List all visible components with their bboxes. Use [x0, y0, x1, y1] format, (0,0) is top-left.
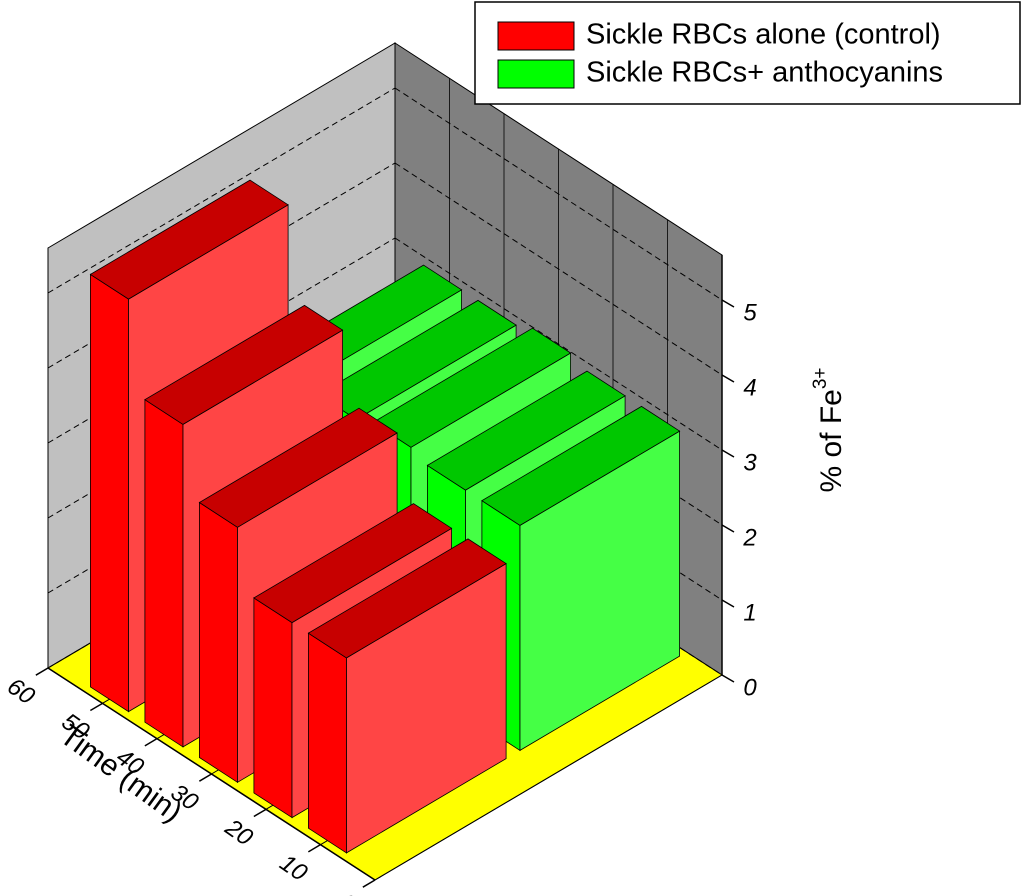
bars — [89, 179, 681, 854]
y-axis-label-main: % of Fe — [815, 389, 848, 492]
grid-line — [47, 87, 396, 294]
x-tick — [144, 738, 158, 747]
grid-line — [374, 674, 723, 881]
y-tick — [721, 299, 735, 308]
x-tick — [307, 844, 321, 853]
bar-top — [481, 405, 681, 526]
bar-top — [307, 538, 507, 659]
y-tick — [721, 674, 735, 683]
bar-top — [198, 407, 398, 528]
bar-top — [89, 179, 289, 300]
y-tick-label: 0 — [743, 674, 757, 701]
y-tick — [721, 449, 735, 458]
y-tick — [721, 524, 735, 533]
legend: Sickle RBCs alone (control) Sickle RBCs+ … — [474, 1, 1021, 105]
y-tick-label: 2 — [742, 524, 756, 551]
y-tick — [721, 599, 735, 608]
x-tick-label: 0 — [335, 889, 362, 896]
bar-top — [253, 503, 453, 624]
y-tick — [721, 374, 735, 383]
bar-side — [253, 597, 293, 819]
bar-top — [144, 304, 344, 425]
y-tick-label: 5 — [743, 299, 757, 326]
y-tick-label: 3 — [743, 449, 757, 476]
y-axis-label: % of Fe3+ — [810, 367, 848, 492]
x-tick-label: 10 — [275, 849, 313, 887]
x-tick — [362, 879, 376, 888]
x-axis-line — [47, 667, 376, 881]
legend-label: Sickle RBCs+ anthocyanins — [586, 57, 943, 89]
x-tick — [89, 702, 103, 712]
legend-box — [474, 1, 1021, 105]
bar-side — [307, 632, 347, 854]
y-tick-label: 1 — [743, 599, 756, 626]
x-tick — [253, 808, 267, 818]
x-tick — [198, 773, 212, 782]
legend-label: Sickle RBCs alone (control) — [586, 19, 941, 51]
bar-top — [426, 370, 626, 491]
y-axis-label-superscript: 3+ — [810, 367, 831, 389]
y-tick-label: 4 — [743, 374, 756, 401]
x-tick-label: 20 — [219, 813, 258, 851]
legend-swatch — [497, 59, 575, 89]
bar-side — [90, 273, 129, 713]
legend-swatch — [497, 21, 575, 51]
x-tick-label: 60 — [2, 673, 40, 711]
bar — [307, 538, 507, 854]
bar-side — [198, 501, 238, 784]
bar-side — [144, 398, 184, 748]
x-tick — [35, 667, 49, 676]
